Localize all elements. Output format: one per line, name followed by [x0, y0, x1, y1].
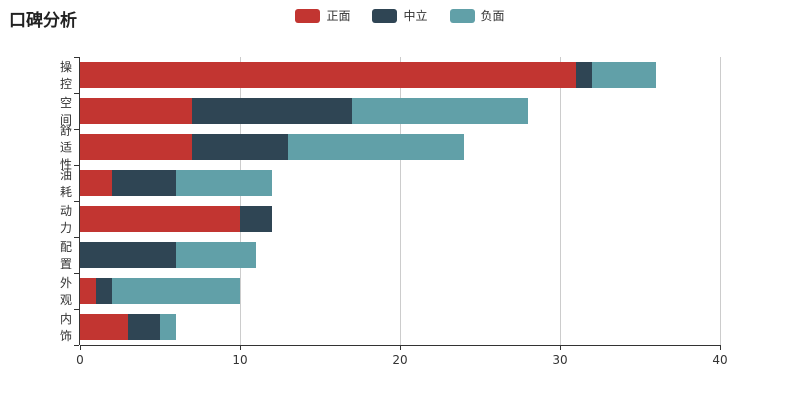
- x-tick-10: [240, 345, 241, 350]
- y-category-label-操控: 操控: [59, 60, 72, 91]
- gridline-x-40: [720, 57, 721, 345]
- y-category-label-舒适性: 舒适性: [59, 123, 72, 172]
- bar-segment-油耗-中立[interactable]: [112, 170, 176, 196]
- bar-segment-舒适性-负面[interactable]: [288, 134, 464, 160]
- bar-segment-外观-正面[interactable]: [80, 278, 96, 304]
- bar-segment-空间-正面[interactable]: [80, 98, 192, 124]
- bar-segment-动力-中立[interactable]: [240, 206, 272, 232]
- y-tick-7: [74, 309, 79, 310]
- legend-item-中立[interactable]: 中立: [372, 7, 428, 24]
- bar-segment-配置-中立[interactable]: [80, 242, 176, 268]
- x-tick-40: [720, 345, 721, 350]
- legend: 正面 中立 负面: [0, 7, 800, 24]
- y-tick-1: [74, 93, 79, 94]
- legend-label: 负面: [480, 9, 505, 23]
- bar-segment-操控-中立[interactable]: [576, 62, 592, 88]
- bar-row-油耗: [80, 170, 272, 196]
- x-tick-20: [400, 345, 401, 350]
- y-category-label-配置: 配置: [59, 240, 72, 271]
- bar-segment-舒适性-正面[interactable]: [80, 134, 192, 160]
- bar-row-舒适性: [80, 134, 464, 160]
- bar-segment-空间-中立[interactable]: [192, 98, 352, 124]
- bar-segment-内饰-正面[interactable]: [80, 314, 128, 340]
- bar-row-空间: [80, 98, 528, 124]
- legend-item-正面[interactable]: 正面: [295, 7, 350, 24]
- x-tick-30: [560, 345, 561, 350]
- legend-label: 正面: [326, 9, 351, 23]
- y-axis-line: [79, 57, 80, 345]
- y-tick-6: [74, 273, 79, 274]
- gridline-x-10: [240, 57, 241, 345]
- y-tick-0: [74, 57, 79, 58]
- x-tick-0: [80, 345, 81, 350]
- y-tick-2: [74, 129, 79, 130]
- bar-row-操控: [80, 62, 656, 88]
- bar-segment-操控-正面[interactable]: [80, 62, 576, 88]
- x-tick-label-0: 0: [76, 353, 84, 367]
- bar-row-动力: [80, 206, 272, 232]
- gridline-x-20: [400, 57, 401, 345]
- bar-row-外观: [80, 278, 240, 304]
- legend-item-负面[interactable]: 负面: [449, 7, 505, 24]
- x-tick-label-30: 30: [552, 353, 568, 367]
- bar-segment-内饰-中立[interactable]: [128, 314, 160, 340]
- y-category-label-内饰: 内饰: [59, 312, 72, 343]
- y-tick-4: [74, 201, 79, 202]
- legend-swatch: [295, 8, 321, 23]
- bar-segment-外观-负面[interactable]: [112, 278, 240, 304]
- bar-segment-舒适性-中立[interactable]: [192, 134, 288, 160]
- bar-segment-油耗-正面[interactable]: [80, 170, 112, 196]
- gridline-x-30: [560, 57, 561, 345]
- y-category-label-油耗: 油耗: [59, 168, 72, 199]
- bar-segment-配置-负面[interactable]: [176, 242, 256, 268]
- y-tick-5: [74, 237, 79, 238]
- legend-swatch: [372, 8, 398, 23]
- x-tick-label-20: 20: [392, 353, 408, 367]
- legend-swatch: [449, 8, 475, 23]
- bar-row-配置: [80, 242, 256, 268]
- plot-area: 0 10 20 30 40 操控空间 舒适性 油耗动力配置外观内饰: [60, 57, 728, 367]
- y-category-label-空间: 空间: [59, 96, 72, 127]
- bar-segment-内饰-负面[interactable]: [160, 314, 176, 340]
- y-tick-3: [74, 165, 79, 166]
- bar-row-内饰: [80, 314, 176, 340]
- x-tick-label-40: 40: [712, 353, 728, 367]
- bar-segment-动力-正面[interactable]: [80, 206, 240, 232]
- x-tick-label-10: 10: [232, 353, 248, 367]
- y-category-label-动力: 动力: [59, 204, 72, 235]
- y-tick-8: [74, 345, 79, 346]
- bar-segment-油耗-负面[interactable]: [176, 170, 272, 196]
- bar-segment-操控-负面[interactable]: [592, 62, 656, 88]
- legend-label: 中立: [403, 9, 428, 23]
- chart-title: 口碑分析: [9, 11, 77, 31]
- bar-segment-外观-中立[interactable]: [96, 278, 112, 304]
- bar-segment-空间-负面[interactable]: [352, 98, 528, 124]
- y-category-label-外观: 外观: [59, 276, 72, 307]
